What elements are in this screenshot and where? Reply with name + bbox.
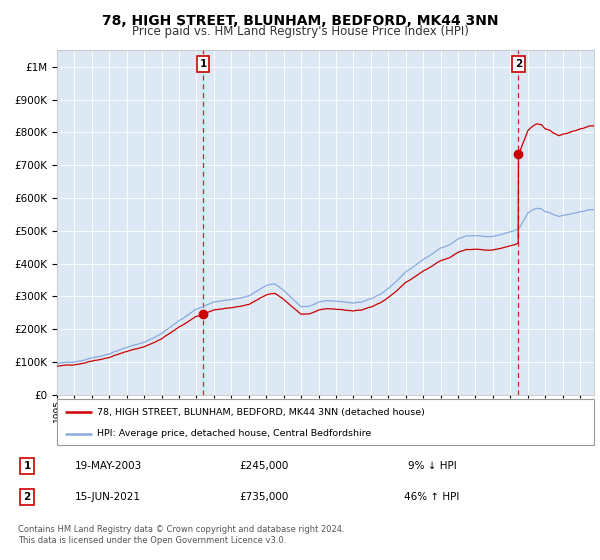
Text: 1: 1 bbox=[23, 461, 31, 471]
Text: 2: 2 bbox=[515, 59, 522, 69]
Text: This data is licensed under the Open Government Licence v3.0.: This data is licensed under the Open Gov… bbox=[18, 536, 286, 545]
Text: £245,000: £245,000 bbox=[239, 461, 289, 471]
Text: 9% ↓ HPI: 9% ↓ HPI bbox=[407, 461, 457, 471]
Text: HPI: Average price, detached house, Central Bedfordshire: HPI: Average price, detached house, Cent… bbox=[97, 429, 371, 438]
Text: 15-JUN-2021: 15-JUN-2021 bbox=[75, 492, 141, 502]
Text: 46% ↑ HPI: 46% ↑ HPI bbox=[404, 492, 460, 502]
Text: Contains HM Land Registry data © Crown copyright and database right 2024.: Contains HM Land Registry data © Crown c… bbox=[18, 525, 344, 534]
Text: £735,000: £735,000 bbox=[239, 492, 289, 502]
Text: 1: 1 bbox=[199, 59, 207, 69]
Text: 78, HIGH STREET, BLUNHAM, BEDFORD, MK44 3NN: 78, HIGH STREET, BLUNHAM, BEDFORD, MK44 … bbox=[102, 14, 498, 28]
Text: 19-MAY-2003: 19-MAY-2003 bbox=[74, 461, 142, 471]
Text: Price paid vs. HM Land Registry's House Price Index (HPI): Price paid vs. HM Land Registry's House … bbox=[131, 25, 469, 38]
Text: 2: 2 bbox=[23, 492, 31, 502]
Text: 78, HIGH STREET, BLUNHAM, BEDFORD, MK44 3NN (detached house): 78, HIGH STREET, BLUNHAM, BEDFORD, MK44 … bbox=[97, 408, 425, 417]
